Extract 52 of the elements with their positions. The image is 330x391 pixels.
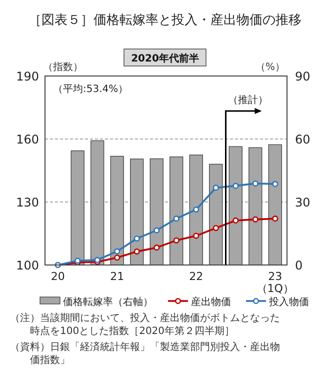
point — [173, 216, 180, 222]
point — [154, 244, 160, 251]
chart-subtitle: 2020年代前半 — [131, 52, 199, 64]
bar — [209, 164, 223, 266]
point — [134, 248, 140, 255]
point — [193, 206, 200, 213]
point — [114, 254, 120, 261]
point — [212, 224, 219, 232]
y-tick-label: 160 — [16, 132, 39, 146]
bar — [248, 147, 262, 266]
text: （資料）日銀「経済統計年報」「製造業部門別投入・産出物価指数」 — [10, 341, 280, 366]
point — [193, 232, 200, 239]
point — [114, 248, 120, 254]
y2-axis-title: （%） — [255, 62, 285, 73]
bar — [189, 154, 203, 266]
legend-label: 投入物価 — [268, 296, 309, 308]
y2-tick-label: 60 — [295, 132, 310, 146]
y-tick-label: 190 — [16, 70, 39, 84]
y2-tick-label: 30 — [295, 196, 310, 210]
legend-label: 価格転嫁率（右軸） — [63, 296, 153, 308]
point — [252, 216, 258, 222]
bar — [130, 158, 144, 266]
point — [272, 216, 278, 222]
x-tick-label: 23 （1Q） — [256, 270, 294, 295]
x-tick-label: 22 — [189, 270, 204, 283]
point — [232, 182, 239, 189]
annotation: （推計） — [228, 94, 268, 106]
bar — [110, 156, 124, 266]
y2-tick-label: 0 — [295, 258, 303, 272]
y-tick-label: 100 — [16, 258, 39, 272]
point — [252, 180, 258, 187]
bar — [170, 156, 184, 266]
y-tick-label: 130 — [16, 196, 39, 210]
x-tick-label: 20 — [50, 270, 65, 283]
annotation: （平均:53.4%） — [53, 83, 128, 95]
point — [134, 235, 140, 242]
point — [272, 180, 278, 187]
point — [232, 217, 239, 224]
chart-title: ［図表５］価格転嫁率と投入・産出物価の推移 — [28, 12, 302, 28]
y-axis-title: （指数） — [43, 61, 83, 73]
bar — [228, 146, 242, 266]
bar — [268, 144, 282, 266]
point — [212, 184, 219, 191]
text: （注）当該期間において、投入・産出物価がボトムとなった時点を100とした指数［2020年第２四半期］ — [10, 312, 280, 337]
bar — [90, 140, 104, 266]
bar — [150, 158, 164, 266]
legend-label: 産出物価 — [191, 296, 231, 308]
point — [154, 227, 160, 234]
point — [173, 237, 180, 244]
x-tick-label: 21 — [110, 270, 124, 283]
bar — [70, 150, 84, 266]
y2-tick-label: 90 — [295, 70, 310, 84]
